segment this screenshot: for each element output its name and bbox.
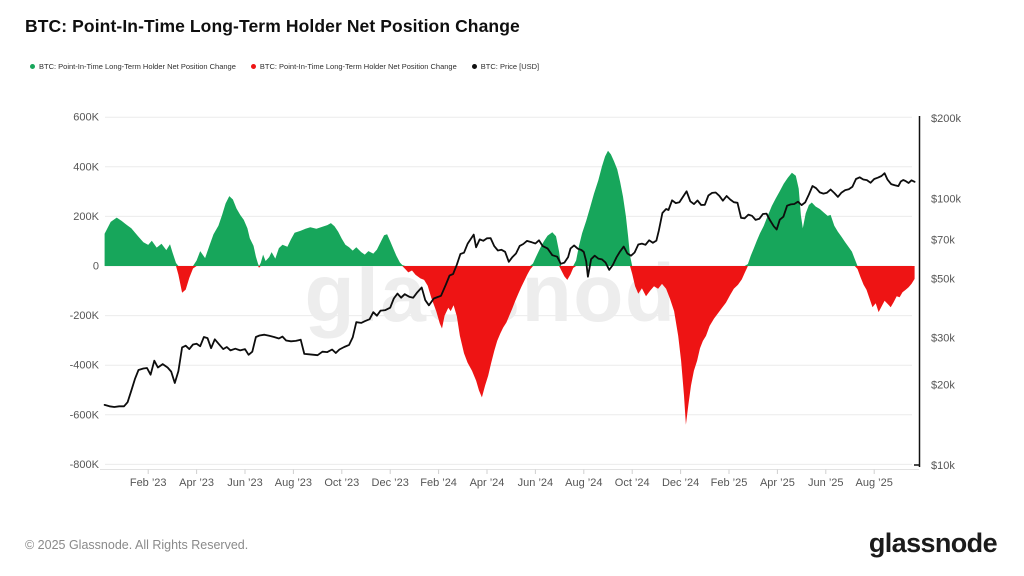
x-axis-tick-label: Jun ’25 — [808, 477, 843, 489]
x-axis-tick-label: Dec ’23 — [372, 477, 409, 489]
legend: BTC: Point-In-Time Long-Term Holder Net … — [30, 62, 539, 71]
x-axis-tick-label: Aug ’25 — [856, 477, 893, 489]
legend-label: BTC: Point-In-Time Long-Term Holder Net … — [39, 62, 236, 71]
lth-net-position-positive-area — [104, 150, 915, 266]
x-axis-tick-label: Jun ’23 — [227, 477, 262, 489]
x-axis-tick-label: Aug ’24 — [565, 477, 602, 489]
black-dot-icon — [471, 64, 477, 69]
x-axis-tick-label: Dec ’24 — [662, 477, 699, 489]
left-axis-tick-label: 0 — [93, 261, 99, 273]
left-axis-tick-label: 400K — [73, 161, 99, 173]
page-title: BTC: Point-In-Time Long-Term Holder Net … — [25, 16, 520, 36]
right-axis-tick-label: $200k — [931, 113, 961, 125]
legend-item-lth-npc-positive[interactable]: BTC: Point-In-Time Long-Term Holder Net … — [30, 62, 236, 71]
left-axis-tick-label: -800K — [70, 459, 100, 471]
right-axis-tick-label: $50k — [931, 274, 955, 286]
right-axis-tick-label: $30k — [931, 333, 955, 345]
glassnode-logo: glassnode — [868, 528, 998, 558]
left-axis-tick-label: -400K — [70, 360, 100, 372]
x-axis-tick-label: Jun ’24 — [518, 477, 553, 489]
x-axis-tick-label: Feb ’24 — [420, 477, 457, 489]
legend-label: BTC: Point-In-Time Long-Term Holder Net … — [259, 62, 457, 71]
red-dot-icon — [250, 64, 256, 69]
btc-price-line — [103, 172, 916, 408]
left-axis-tick-label: 200K — [73, 211, 99, 223]
right-axis-tick-label: $10k — [931, 460, 955, 472]
x-axis-tick-label: Aug ’23 — [275, 477, 312, 489]
x-axis-tick-label: Feb ’25 — [711, 477, 748, 489]
left-axis-tick-label: 600K — [73, 112, 99, 124]
left-axis-tick-label: -600K — [70, 409, 100, 421]
legend-item-lth-npc-negative[interactable]: BTC: Point-In-Time Long-Term Holder Net … — [250, 62, 457, 71]
copyright: © 2025 Glassnode. All Rights Reserved. — [25, 538, 249, 552]
right-axis-tick-label: $20k — [931, 380, 955, 392]
green-dot-icon — [30, 64, 35, 69]
x-axis-tick-label: Apr ’25 — [760, 477, 795, 489]
right-axis-tick-label: $100k — [931, 193, 961, 205]
x-axis-tick-label: Feb ’23 — [130, 477, 167, 489]
x-axis-tick-label: Apr ’23 — [179, 477, 214, 489]
left-axis-tick-label: -200K — [70, 310, 100, 322]
x-axis-tick-label: Apr ’24 — [470, 477, 505, 489]
legend-item-btc-price[interactable]: BTC: Price [USD] — [471, 62, 540, 71]
legend-label: BTC: Price [USD] — [480, 62, 540, 71]
right-axis-tick-label: $70k — [931, 235, 955, 247]
x-axis-tick-label: Oct ’24 — [615, 477, 650, 489]
lth-net-position-negative-area — [104, 266, 915, 425]
x-axis-tick-label: Oct ’23 — [324, 477, 359, 489]
